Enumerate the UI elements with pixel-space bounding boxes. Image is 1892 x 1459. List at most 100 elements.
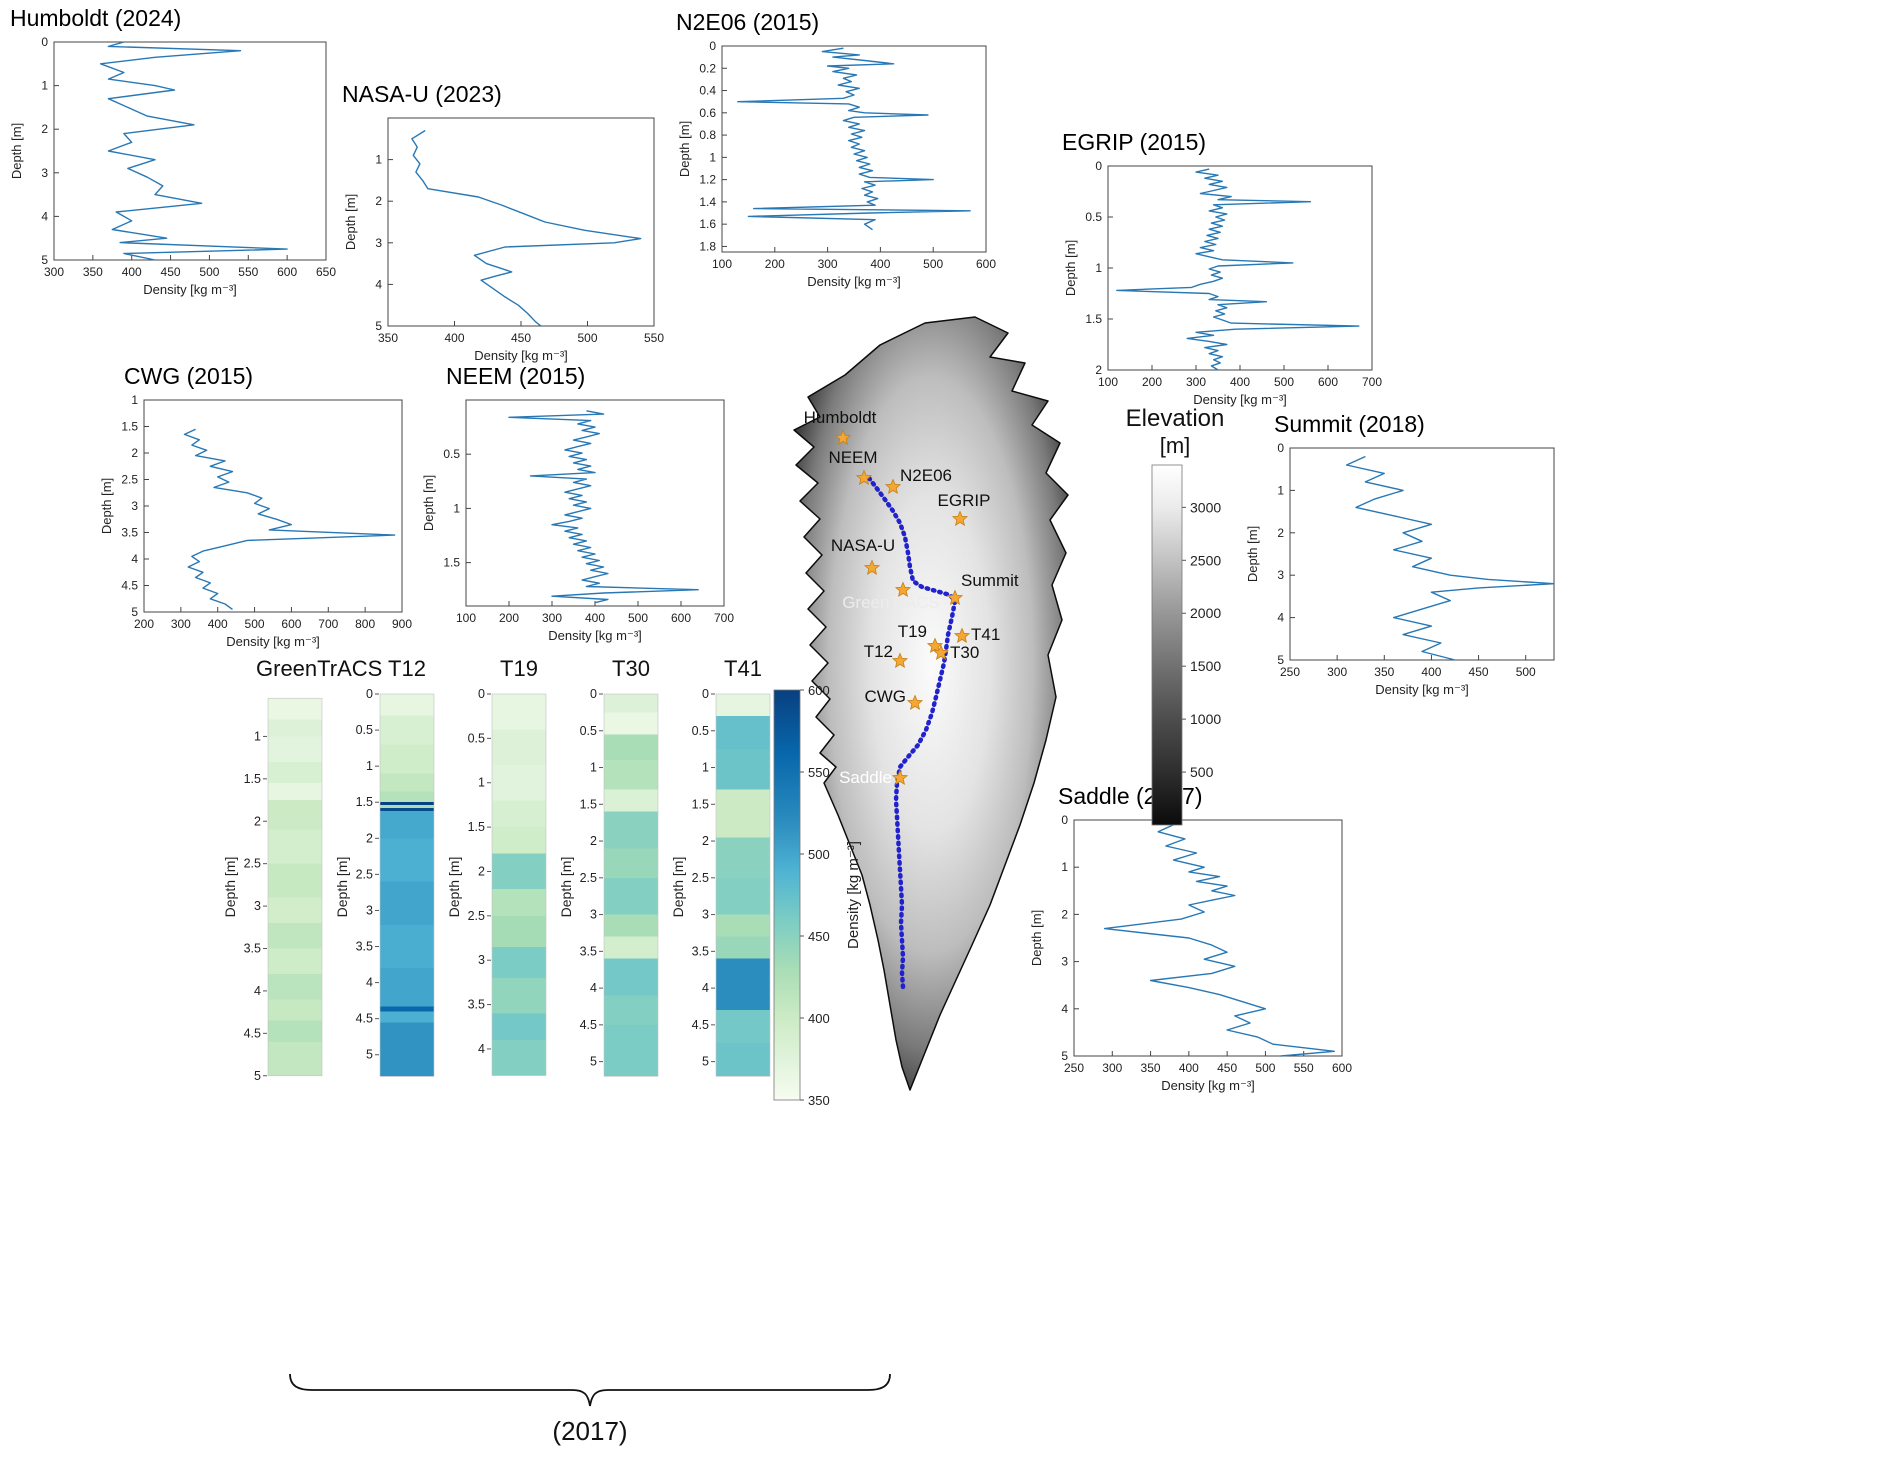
greenland-map: Humboldt NEEM N2E06 EGRIP NASA-U Summit GreenT… — [793, 316, 1069, 1091]
svg-text:5: 5 — [366, 1048, 373, 1062]
svg-text:Depth [m]: Depth [m] — [558, 857, 574, 918]
svg-text:Depth [m]: Depth [m] — [1029, 910, 1044, 966]
svg-text:2: 2 — [478, 864, 485, 878]
svg-text:2: 2 — [254, 814, 261, 828]
svg-text:500: 500 — [1190, 764, 1214, 780]
svg-text:1.8: 1.8 — [699, 239, 716, 253]
density-colorbar-spacer — [766, 656, 916, 684]
column-title-t41: T41 — [724, 656, 762, 681]
svg-text:300: 300 — [44, 265, 64, 279]
svg-text:900: 900 — [392, 617, 412, 631]
svg-text:500: 500 — [245, 617, 265, 631]
svg-text:Depth [m]: Depth [m] — [1063, 240, 1078, 296]
summit-chart: 250 300 350 400 450 500 0 1 2 3 4 5 Density [kg m⁻³]… — [1245, 441, 1555, 697]
density-colorbar-unit: 350 400 450 500 550 600 Density [kg m⁻³] — [766, 656, 916, 1108]
svg-text:3: 3 — [375, 236, 382, 250]
svg-text:250: 250 — [1064, 1061, 1084, 1075]
svg-text:4: 4 — [41, 209, 48, 223]
svg-text:Depth [m]: Depth [m] — [9, 123, 24, 179]
svg-text:4.5: 4.5 — [356, 1012, 373, 1026]
svg-text:200: 200 — [765, 257, 785, 271]
svg-text:4: 4 — [131, 552, 138, 566]
svg-text:1: 1 — [41, 79, 48, 93]
t12-column-chart: 0 0.5 1 1.5 2 2.5 3 3.5 4 4.5 5 Depth [m] — [334, 687, 435, 1077]
site-star-humboldt — [834, 429, 852, 445]
svg-text:2.5: 2.5 — [580, 871, 597, 885]
svg-text:2: 2 — [41, 122, 48, 136]
site-star-t12 — [891, 652, 909, 668]
elevation-unit: [m] — [1159, 433, 1191, 458]
svg-text:550: 550 — [238, 265, 258, 279]
svg-text:450: 450 — [808, 929, 830, 944]
svg-text:450: 450 — [511, 331, 531, 345]
svg-text:0: 0 — [1061, 813, 1068, 827]
svg-text:5: 5 — [41, 253, 48, 267]
svg-text:700: 700 — [714, 611, 734, 625]
svg-text:0.5: 0.5 — [356, 723, 373, 737]
svg-text:100: 100 — [456, 611, 476, 625]
svg-text:2500: 2500 — [1190, 552, 1221, 568]
svg-text:1: 1 — [709, 150, 716, 164]
svg-text:500: 500 — [628, 611, 648, 625]
svg-text:3: 3 — [254, 899, 261, 913]
brace-label: (2017) — [552, 1416, 627, 1446]
site-star-greentracs — [894, 581, 912, 597]
site-label-humboldt: Humboldt — [804, 408, 877, 427]
svg-text:Density [kg m⁻³]: Density [kg m⁻³] — [143, 282, 237, 297]
svg-text:4: 4 — [590, 981, 597, 995]
svg-text:1.5: 1.5 — [443, 556, 460, 570]
svg-text:550: 550 — [1294, 1061, 1314, 1075]
svg-text:4: 4 — [254, 984, 261, 998]
svg-text:Density [kg m⁻³]: Density [kg m⁻³] — [548, 628, 642, 643]
traverse-line — [866, 475, 958, 990]
svg-text:300: 300 — [1186, 375, 1206, 389]
svg-text:1.6: 1.6 — [699, 217, 716, 231]
site-star-neem — [855, 469, 873, 485]
cwg-chart: 200 300 400 500 600 700 800 900 1 1.5 2 2.5 3 3.5 4 4.5… — [99, 393, 412, 649]
svg-text:5: 5 — [375, 319, 382, 333]
svg-text:4: 4 — [702, 981, 709, 995]
svg-text:2: 2 — [375, 194, 382, 208]
svg-text:500: 500 — [923, 257, 943, 271]
svg-text:350: 350 — [1141, 1061, 1161, 1075]
site-star-t41 — [953, 627, 971, 643]
svg-text:1: 1 — [254, 729, 261, 743]
brace — [289, 1373, 891, 1407]
svg-text:4.5: 4.5 — [121, 579, 138, 593]
t30-column-chart: 0 0.5 1 1.5 2 2.5 3 3.5 4 4.5 5 Depth [m] — [558, 687, 659, 1077]
panel-title-summit: Summit (2018) — [1274, 411, 1425, 437]
site-label-t19: T19 — [898, 622, 927, 641]
egrip-chart: 100 200 300 400 500 600 700 0 0.5 1 1.5 2 Density [k… — [1063, 159, 1382, 407]
site-star-nasa-u — [863, 559, 881, 575]
svg-text:0.6: 0.6 — [699, 106, 716, 120]
svg-text:Depth [m]: Depth [m] — [446, 857, 462, 918]
svg-text:5: 5 — [1277, 653, 1284, 667]
svg-text:2: 2 — [1095, 363, 1102, 377]
svg-text:200: 200 — [499, 611, 519, 625]
greentracs-column-chart: 1 1.5 2 2.5 3 3.5 4 4.5 5 Depth [m] — [222, 697, 323, 1083]
column-unit-t30: T30 0 0.5 1 1.5 2 2.5 3 3.5 4 4.5 5 Depth [m] — [558, 656, 670, 1108]
humboldt-chart: 300 350 400 450 500 550 600 650 0 1 2 3 4 5 Density [k… — [9, 35, 336, 297]
svg-text:3: 3 — [366, 903, 373, 917]
svg-text:400: 400 — [870, 257, 890, 271]
panel-title-humboldt: Humboldt (2024) — [10, 5, 182, 31]
svg-text:1.2: 1.2 — [699, 173, 716, 187]
svg-text:400: 400 — [208, 617, 228, 631]
panel-nasa-u: NASA-U (2023) 350 400 450 500 550 1 2 3 4 5 Densit… — [342, 80, 666, 372]
panel-humboldt: Humboldt (2024) 300 350 400 450 500 550 600 650… — [8, 4, 338, 306]
svg-text:0: 0 — [366, 687, 373, 701]
svg-text:Density [kg m⁻³]: Density [kg m⁻³] — [845, 841, 862, 949]
svg-text:600: 600 — [976, 257, 996, 271]
svg-text:1: 1 — [375, 153, 382, 167]
panel-egrip: EGRIP (2015) 100 200 300 400 500 600 700 0 0.5 1 1… — [1062, 128, 1384, 416]
site-label-t41: T41 — [971, 625, 1000, 644]
site-star-saddle — [891, 769, 909, 785]
svg-text:3.5: 3.5 — [468, 998, 485, 1012]
elevation-colorbar: 500 1000 1500 2000 2500 3000 — [1151, 464, 1221, 826]
column-unit-greentracs: GreenTrACS 1 1.5 2 2.5 3 3.5 4 4.5 5 Depth [m] — [222, 656, 382, 1108]
svg-text:0: 0 — [41, 35, 48, 49]
column-unit-t12: T12 0 0.5 1 1.5 2 2.5 3 3.5 4 4.5 5 Depth [m] — [334, 656, 446, 1108]
svg-text:250: 250 — [1280, 665, 1300, 679]
site-label-cwg: CWG — [864, 687, 906, 706]
svg-text:0: 0 — [1095, 159, 1102, 173]
